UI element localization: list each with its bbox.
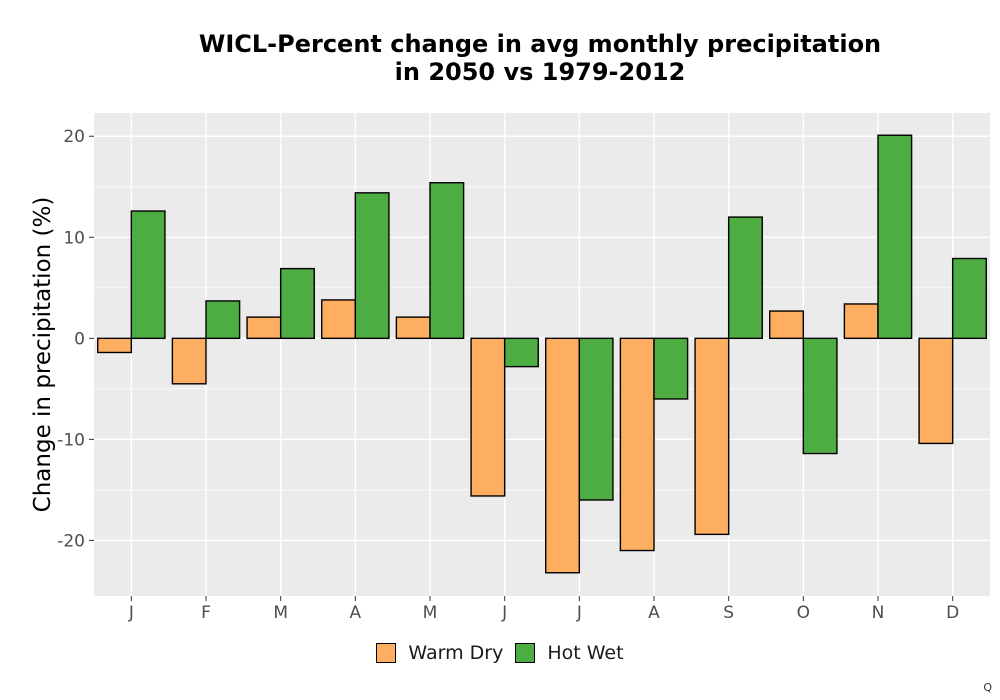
bar-hot-wet [877,134,913,340]
bar-warm-dry [470,337,506,497]
bar-warm-dry [171,337,207,385]
chart-title-line-1: WICL-Percent change in avg monthly preci… [198,30,882,58]
bar-hot-wet [429,182,465,340]
y-tick-label: 10 [63,228,85,248]
bar-hot-wet [951,257,987,340]
chart-title-line-2: in 2050 vs 1979-2012 [394,58,686,86]
x-tick-label: S [723,603,734,623]
x-tick-label: M [423,603,438,623]
bar-warm-dry [918,337,954,445]
x-tick-label: J [576,603,582,623]
bar-warm-dry [619,337,655,552]
x-tick-label: A [648,603,660,623]
bar-warm-dry [843,303,879,340]
bars [97,134,987,574]
bar-warm-dry [246,316,282,340]
bar-hot-wet [503,337,539,368]
bar-hot-wet [802,337,838,455]
bar-hot-wet [279,267,315,340]
bar-hot-wet [578,337,614,501]
legend-label-warm-dry: Warm Dry [408,642,504,664]
y-tick-label: -20 [57,531,85,551]
bar-warm-dry [769,310,805,340]
y-tick-label: 20 [63,127,85,147]
bar-warm-dry [545,337,581,574]
legend-key-hot-wet [515,643,536,663]
bar-warm-dry [97,337,133,354]
x-tick-label: M [273,603,288,623]
x-tick-label: F [201,603,211,623]
y-tick-label: 0 [74,329,85,349]
bar-hot-wet [727,216,763,340]
chart-title: WICL-Percent change in avg monthly preci… [90,30,990,86]
bar-hot-wet [205,300,241,340]
bar-warm-dry [321,299,357,340]
plot-panel [94,113,990,596]
legend-key-warm-dry [376,643,397,663]
x-tick-label: D [946,603,959,623]
legend-item-warm-dry: Warm Dry [376,642,503,664]
legend-label-hot-wet: Hot Wet [547,642,624,664]
bar-hot-wet [354,192,390,340]
legend: Warm Dry Hot Wet [0,642,1000,664]
axes: -20 -10 0 10 20 J F M A M J J A S O N D [57,127,959,623]
y-axis-label: Change in precipitation (%) [30,197,56,513]
bar-hot-wet [130,210,166,340]
legend-item-hot-wet: Hot Wet [515,642,624,664]
x-tick-label: A [350,603,362,623]
x-tick-label: J [128,603,134,623]
bar-warm-dry [395,316,431,340]
bar-hot-wet [653,337,689,400]
bar-warm-dry [694,337,730,536]
x-tick-label: O [797,603,810,623]
x-tick-label: N [872,603,885,623]
watermark: Q [983,681,992,694]
x-tick-label: J [501,603,507,623]
y-tick-label: -10 [57,430,85,450]
